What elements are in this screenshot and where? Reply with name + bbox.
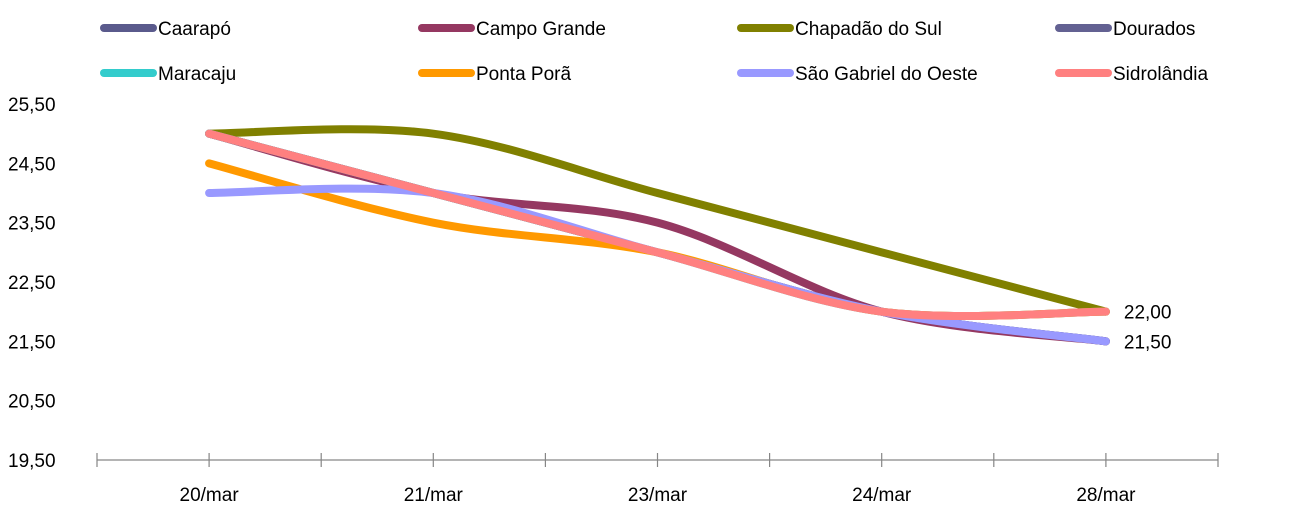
end-value-label: 22,00 [1124,303,1172,324]
legend-item: Chapadão do Sul [737,19,942,40]
legend-label: Caarapó [158,19,231,40]
y-tick-label: 25,50 [8,95,56,116]
y-tick-label: 21,50 [8,332,56,353]
series-lines [205,125,1110,346]
series-line-0 [205,129,1110,346]
legend-item: Dourados [1055,19,1195,40]
legend-item: Ponta Porã [418,64,571,85]
x-axis: 20/mar 21/mar 23/mar 24/mar 28/mar [96,453,1219,506]
x-tick-label: 24/mar [852,485,912,506]
legend-item: Maracaju [100,64,236,85]
legend-label: Campo Grande [476,19,606,40]
legend: Caarapó Campo Grande Chapadão do Sul Dourad… [100,19,1208,85]
legend-label: Chapadão do Sul [795,19,942,40]
legend-label: Dourados [1113,19,1195,40]
x-tick-label: 20/mar [180,485,240,506]
series-line-7 [205,129,1110,321]
legend-label: Ponta Porã [476,64,571,85]
legend-item: São Gabriel do Oeste [737,64,978,85]
y-tick-label: 20,50 [8,392,56,413]
x-tick-label: 28/mar [1076,485,1136,506]
y-tick-label: 23,50 [8,214,56,235]
series-line-1 [205,129,1110,346]
legend-item: Caarapó [100,19,231,40]
legend-label: São Gabriel do Oeste [795,64,978,85]
y-tick-label: 24,50 [8,154,56,175]
legend-item: Sidrolândia [1055,64,1208,85]
series-line-3 [205,129,1110,346]
y-axis-ticks: 19,50 20,50 21,50 22,50 23,50 24,50 25,50 [8,95,56,472]
y-tick-label: 22,50 [8,273,56,294]
legend-item: Campo Grande [418,19,606,40]
legend-label: Maracaju [158,64,236,85]
end-value-label: 21,50 [1124,332,1172,353]
end-labels: 22,00 21,50 [1124,303,1172,354]
series-line-2 [205,125,1110,316]
x-tick-label: 23/mar [628,485,688,506]
y-tick-label: 19,50 [8,451,56,472]
legend-label: Sidrolândia [1113,64,1208,85]
x-tick-label: 21/mar [404,485,464,506]
